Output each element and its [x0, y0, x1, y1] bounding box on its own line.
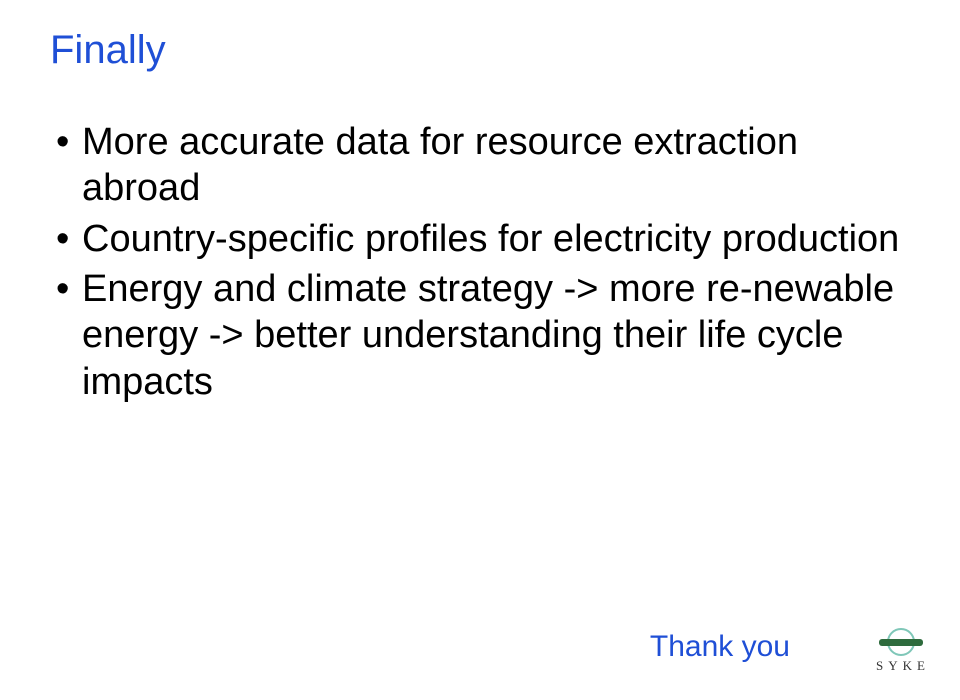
bullet-item: More accurate data for resource extracti… [50, 119, 900, 212]
syke-logo-mark [879, 628, 923, 656]
syke-logo-bar [879, 639, 923, 646]
syke-logo-text: SYKE [872, 658, 930, 674]
bullet-group-1: More accurate data for resource extracti… [50, 119, 900, 262]
bullet-item: Country-specific profiles for electricit… [50, 216, 900, 262]
bullet-item: Energy and climate strategy -> more re-n… [50, 266, 900, 405]
slide: Finally More accurate data for resource … [0, 0, 960, 700]
bullet-group-2: Energy and climate strategy -> more re-n… [50, 266, 900, 405]
thank-you-text: Thank you [650, 630, 790, 664]
syke-logo: SYKE [872, 628, 930, 674]
slide-title: Finally [50, 28, 900, 73]
